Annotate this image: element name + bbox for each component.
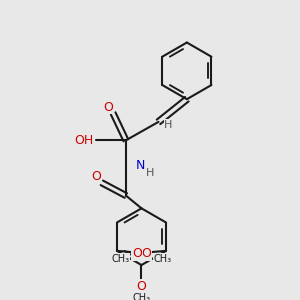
Text: O: O [136,280,146,293]
Text: O: O [103,100,113,114]
Text: OH: OH [74,134,93,147]
Text: O: O [132,247,142,260]
Text: CH₃: CH₃ [154,254,172,264]
Text: CH₃: CH₃ [111,254,129,264]
Text: N: N [135,159,145,172]
Text: H: H [146,168,154,178]
Text: O: O [91,170,101,183]
Text: H: H [164,120,172,130]
Text: O: O [141,247,151,260]
Text: CH₃: CH₃ [132,292,151,300]
